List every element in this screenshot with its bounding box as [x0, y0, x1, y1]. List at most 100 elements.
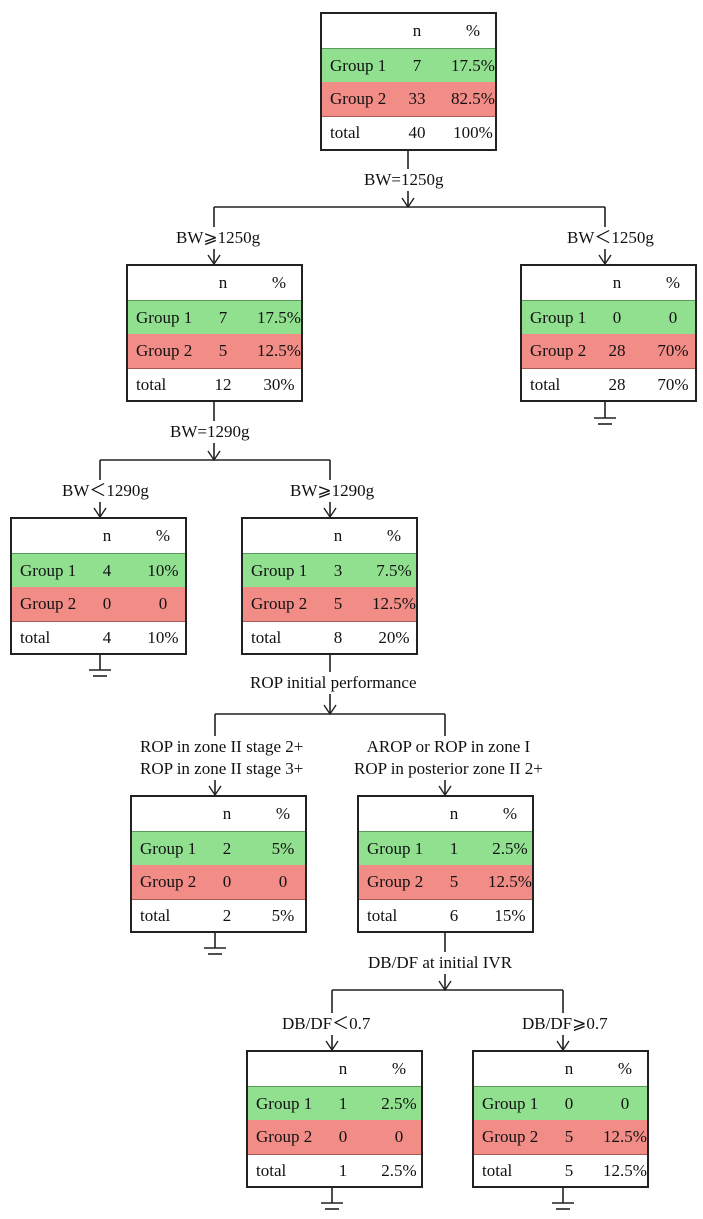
row-label-group1: Group 1: [330, 56, 387, 75]
arrowhead-icon: [438, 980, 452, 992]
header-pct: %: [155, 526, 171, 545]
row-label-group1: Group 1: [136, 308, 193, 327]
row-label-total: total: [530, 375, 561, 394]
row-label-group2: Group 2: [20, 594, 77, 613]
cell-g2-pct: 12.5%: [488, 872, 532, 891]
cell-g2-pct: 0: [158, 594, 168, 613]
cell-g1-n: 1: [338, 1094, 348, 1113]
cell-total-pct: 70%: [657, 375, 689, 394]
cell-g2-pct: 0: [278, 872, 288, 891]
row-label-group1: Group 1: [251, 561, 308, 580]
cell-g1-pct: 10%: [147, 561, 179, 580]
cell-g1-pct: 0: [668, 308, 678, 327]
cell-total-pct: 2.5%: [381, 1161, 417, 1180]
header-pct: %: [502, 804, 518, 823]
row-label-total: total: [136, 375, 167, 394]
cell-g1-pct: 2.5%: [381, 1094, 417, 1113]
row-label-total: total: [20, 628, 51, 647]
cell-total-n: 4: [102, 628, 112, 647]
branch-label-rop-zone2: ROP in zone II stage 2+ ROP in zone II s…: [140, 736, 304, 780]
node-bw-lt1290: n% Group 1 4 10% Group 2 0 0 total 4 10%: [10, 517, 187, 655]
cell-total-n: 40: [408, 123, 426, 142]
terminal-ground-icon: [552, 1188, 574, 1210]
cell-g2-n: 5: [564, 1127, 574, 1146]
node-arop-zone1: n% Group 1 1 2.5% Group 2 5 12.5% total 6 15%: [357, 795, 534, 933]
node-bw-ge1290: n% Group 1 3 7.5% Group 2 5 12.5% total 8 20%: [241, 517, 418, 655]
cell-total-pct: 15%: [494, 906, 526, 925]
cell-g2-n: 28: [608, 341, 626, 360]
cell-g1-pct: 5%: [271, 839, 295, 858]
row-label-group1: Group 1: [256, 1094, 313, 1113]
header-pct: %: [617, 1059, 633, 1078]
cell-total-pct: 5%: [271, 906, 295, 925]
cell-g2-pct: 12.5%: [603, 1127, 647, 1146]
row-label-total: total: [251, 628, 282, 647]
row-label-total: total: [367, 906, 398, 925]
cell-g1-n: 3: [333, 561, 343, 580]
branch-label-dbdf-ge07: DB/DF⩾0.7: [522, 1013, 608, 1035]
row-label-group2: Group 2: [251, 594, 308, 613]
row-label-group2: Group 2: [140, 872, 197, 891]
cell-total-n: 2: [222, 906, 232, 925]
cell-g2-n: 5: [218, 341, 228, 360]
cell-g2-n: 33: [408, 89, 426, 108]
cell-g1-n: 4: [102, 561, 112, 580]
header-n: n: [612, 273, 622, 292]
split-label-bw1250: BW=1250g: [364, 169, 444, 191]
cell-g1-n: 0: [612, 308, 622, 327]
cell-total-n: 5: [564, 1161, 574, 1180]
split-label-dbdf-initial: DB/DF at initial IVR: [368, 952, 513, 974]
branch-label-bw-lt1250: BW＜1250g: [567, 227, 654, 249]
terminal-ground-icon: [321, 1188, 343, 1210]
split-label-bw1290: BW=1290g: [170, 421, 250, 443]
split-label-rop-initial: ROP initial performance: [250, 672, 417, 694]
header-pct: %: [391, 1059, 407, 1078]
node-dbdf-lt07: n% Group 1 1 2.5% Group 2 0 0 total 1 2.5%: [246, 1050, 423, 1188]
cell-g1-pct: 7.5%: [376, 561, 412, 580]
cell-g1-pct: 17.5%: [451, 56, 495, 75]
terminal-ground-icon: [89, 655, 111, 677]
cell-total-pct: 10%: [147, 628, 179, 647]
row-label-group1: Group 1: [367, 839, 424, 858]
cell-g2-pct: 82.5%: [451, 89, 495, 108]
header-pct: %: [275, 804, 291, 823]
row-label-group2: Group 2: [482, 1127, 539, 1146]
row-label-total: total: [482, 1161, 513, 1180]
row-label-group1: Group 1: [20, 561, 77, 580]
cell-total-pct: 20%: [378, 628, 410, 647]
cell-g2-pct: 70%: [657, 341, 689, 360]
arrowhead-icon: [207, 450, 221, 462]
cell-total-n: 6: [449, 906, 459, 925]
node-rop-zone2: n% Group 1 2 5% Group 2 0 0 total 2 5%: [130, 795, 307, 933]
cell-g2-pct: 12.5%: [372, 594, 416, 613]
cell-total-pct: 30%: [263, 375, 295, 394]
branch-label-bw-lt1290: BW＜1290g: [62, 480, 149, 502]
header-n: n: [102, 526, 112, 545]
cell-total-n: 28: [608, 375, 626, 394]
row-label-group1: Group 1: [140, 839, 197, 858]
cell-g1-pct: 2.5%: [492, 839, 528, 858]
cell-g1-n: 7: [218, 308, 228, 327]
branch-label-bw-ge1250: BW⩾1250g: [176, 227, 261, 249]
row-label-total: total: [140, 906, 171, 925]
cell-g2-pct: 12.5%: [257, 341, 301, 360]
row-label-group2: Group 2: [530, 341, 587, 360]
cell-total-pct: 100%: [453, 123, 493, 142]
row-label-group2: Group 2: [330, 89, 387, 108]
row-label-group2: Group 2: [367, 872, 424, 891]
cell-g1-n: 7: [412, 56, 422, 75]
cell-total-pct: 12.5%: [603, 1161, 647, 1180]
header-n: n: [449, 804, 459, 823]
cell-total-n: 1: [338, 1161, 348, 1180]
branch-label-arop-zone1: AROP or ROP in zone I ROP in posterior z…: [354, 736, 543, 780]
cell-g1-n: 1: [449, 839, 459, 858]
branch-label-dbdf-lt07: DB/DF＜0.7: [282, 1013, 371, 1035]
row-label-group1: Group 1: [530, 308, 587, 327]
cell-g1-n: 2: [222, 839, 232, 858]
header-n: n: [564, 1059, 574, 1078]
cell-g2-n: 5: [449, 872, 459, 891]
header-pct: %: [271, 273, 287, 292]
cell-g1-pct: 17.5%: [257, 308, 301, 327]
header-n: n: [333, 526, 343, 545]
cell-g2-n: 0: [338, 1127, 348, 1146]
